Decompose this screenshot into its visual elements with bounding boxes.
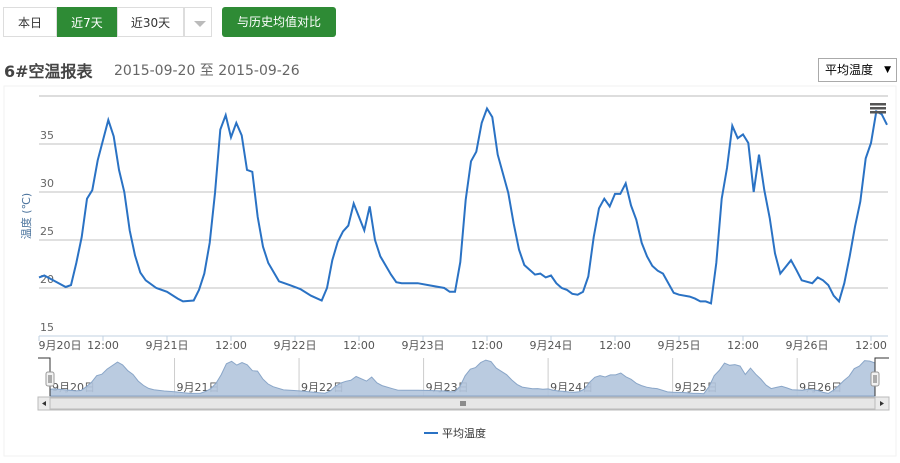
y-tick-label: 25 <box>40 225 54 238</box>
navigator-label: 9月22日 <box>301 381 344 394</box>
compare-history-button[interactable]: 与历史均值对比 <box>222 7 336 37</box>
x-tick-label: 12:00 <box>87 339 119 352</box>
navigator-label: 9月26日 <box>799 381 842 394</box>
y-tick-label: 20 <box>40 273 54 286</box>
navigator-label: 9月20日 <box>52 381 95 394</box>
navigator-area <box>49 359 876 397</box>
series-line-avg-temp <box>38 106 888 305</box>
scroll-left-button[interactable] <box>37 396 51 411</box>
x-tick-label: 9月21日 <box>146 339 189 352</box>
x-tick-label: 12:00 <box>599 339 631 352</box>
menu-bar <box>870 103 886 106</box>
hamburger-menu-icon[interactable] <box>870 103 886 114</box>
metric-select-value: 平均温度 <box>825 63 874 77</box>
navigator-right-handle-box <box>870 371 880 387</box>
navigator-background <box>50 358 875 396</box>
navigator-left-handle[interactable] <box>45 371 55 387</box>
x-tick-label: 12:00 <box>727 339 759 352</box>
navigator-outline <box>38 357 889 396</box>
metric-select[interactable]: 平均温度 ▼ <box>818 58 897 82</box>
y-axis-label: 温度 (℃) <box>19 193 33 239</box>
legend-label: 平均温度 <box>442 426 486 440</box>
navigator-left-handle-box <box>45 371 55 387</box>
range-30days-button[interactable]: 近30天 <box>117 7 184 37</box>
scrollbar[interactable] <box>37 396 890 411</box>
x-tick-label: 9月23日 <box>402 339 445 352</box>
dropdown-arrow-icon: ▼ <box>884 65 891 75</box>
x-tick-label: 12:00 <box>343 339 375 352</box>
range-today-button[interactable]: 本日 <box>3 7 57 37</box>
arrow-left-icon <box>42 401 46 406</box>
x-tick-label: 9月25日 <box>658 339 701 352</box>
menu-bar <box>870 111 886 114</box>
range-more-dropdown[interactable] <box>184 7 212 37</box>
report-title: 6#空温报表 <box>4 62 93 81</box>
x-tick-label: 9月22日 <box>274 339 317 352</box>
y-tick-label: 15 <box>40 321 54 334</box>
chart-background <box>3 85 897 457</box>
x-tick-label: 9月26日 <box>786 339 829 352</box>
navigator-right-handle[interactable] <box>870 371 880 387</box>
navigator-label: 9月25日 <box>675 381 718 394</box>
x-tick-label: 9月20日 <box>39 339 82 352</box>
y-tick-label: 30 <box>40 177 54 190</box>
navigator-label: 9月21日 <box>177 381 220 394</box>
navigator-label: 9月23日 <box>426 381 469 394</box>
x-tick-label: 9月24日 <box>530 339 573 352</box>
x-tick-label: 12:00 <box>471 339 503 352</box>
arrow-right-icon <box>880 401 884 406</box>
scrollbar-track <box>37 396 890 411</box>
caret-down-icon <box>194 21 206 27</box>
scroll-right-button[interactable] <box>874 396 890 411</box>
menu-bar <box>870 107 886 110</box>
y-tick-label: 35 <box>40 129 54 142</box>
x-tick-label: 12:00 <box>215 339 247 352</box>
scrollbar-thumb <box>49 397 876 410</box>
x-tick-label: 12:00 <box>855 339 887 352</box>
range-7days-button[interactable]: 近7天 <box>57 7 117 37</box>
legend-item-avg-temp[interactable]: 平均温度 <box>424 426 486 440</box>
navigator-label: 9月24日 <box>550 381 593 394</box>
report-date-range: 2015-09-20 至 2015-09-26 <box>114 63 300 79</box>
